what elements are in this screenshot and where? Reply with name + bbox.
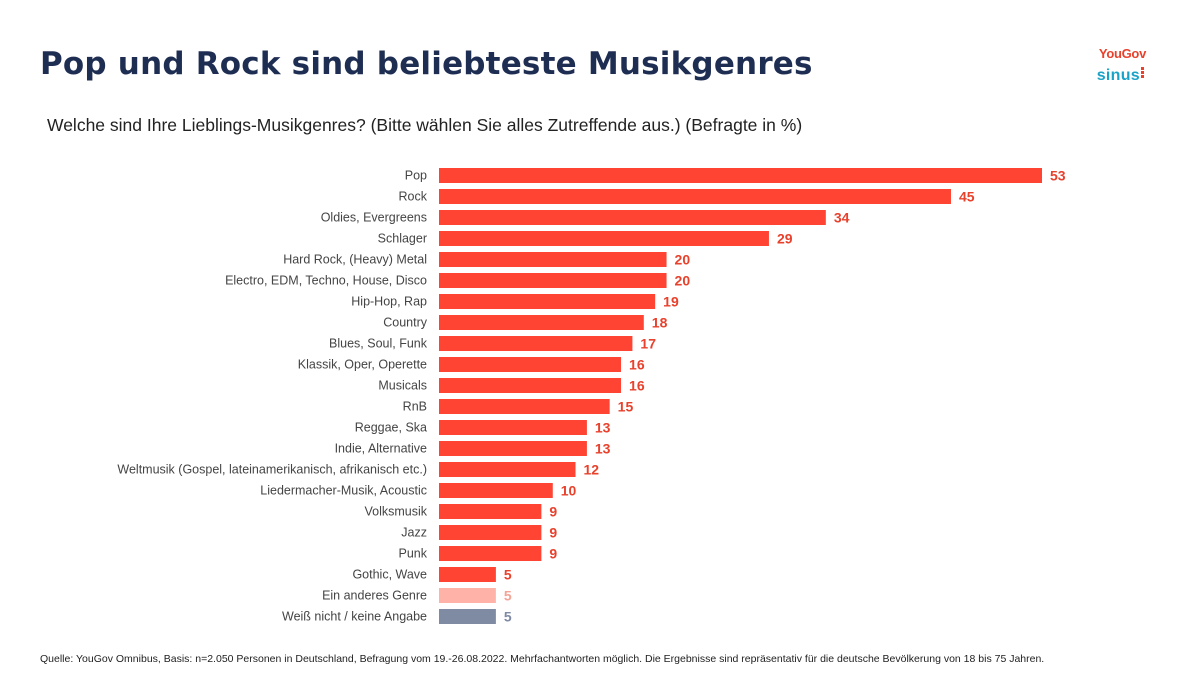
bar bbox=[439, 546, 542, 561]
bar bbox=[439, 315, 644, 330]
value-label: 17 bbox=[640, 336, 656, 352]
category-label: Weltmusik (Gospel, lateinamerikanisch, a… bbox=[117, 463, 427, 477]
value-label: 20 bbox=[675, 273, 691, 289]
bar bbox=[439, 231, 769, 246]
category-label: Hip-Hop, Rap bbox=[351, 295, 427, 309]
value-label: 5 bbox=[504, 567, 512, 583]
value-label: 5 bbox=[504, 588, 512, 604]
value-label: 19 bbox=[663, 294, 679, 310]
bar bbox=[439, 462, 576, 477]
bar bbox=[439, 357, 622, 372]
bar bbox=[439, 273, 667, 288]
category-label: Punk bbox=[399, 547, 428, 561]
category-label: Reggae, Ska bbox=[355, 421, 427, 435]
category-label: Indie, Alternative bbox=[335, 442, 427, 456]
category-label: Oldies, Evergreens bbox=[321, 211, 427, 225]
bar bbox=[439, 588, 496, 603]
bar bbox=[439, 525, 542, 540]
category-label: Klassik, Oper, Operette bbox=[298, 358, 427, 372]
value-label: 16 bbox=[629, 357, 645, 373]
source-note: Quelle: YouGov Omnibus, Basis: n=2.050 P… bbox=[40, 653, 1045, 665]
bar bbox=[439, 399, 610, 414]
page-title: Pop und Rock sind beliebteste Musikgenre… bbox=[40, 46, 813, 82]
category-label: Blues, Soul, Funk bbox=[329, 337, 428, 351]
value-label: 13 bbox=[595, 441, 611, 457]
sinus-logo: sinus bbox=[1097, 66, 1144, 85]
category-label: Schlager bbox=[378, 232, 427, 246]
category-label: Electro, EDM, Techno, House, Disco bbox=[225, 274, 427, 288]
bar bbox=[439, 189, 951, 204]
bar bbox=[439, 336, 633, 351]
category-label: Weiß nicht / keine Angabe bbox=[282, 610, 427, 624]
value-label: 13 bbox=[595, 420, 611, 436]
value-label: 53 bbox=[1050, 168, 1066, 184]
bar bbox=[439, 420, 587, 435]
bar bbox=[439, 378, 622, 393]
value-label: 10 bbox=[561, 483, 577, 499]
bar bbox=[439, 168, 1042, 183]
value-label: 9 bbox=[549, 504, 557, 520]
category-label: Jazz bbox=[401, 526, 427, 540]
sinus-logo-text: sinus bbox=[1096, 67, 1140, 84]
category-label: Musicals bbox=[378, 379, 427, 393]
value-label: 9 bbox=[549, 546, 557, 562]
bar bbox=[439, 441, 587, 456]
value-label: 34 bbox=[834, 210, 850, 226]
category-label: Pop bbox=[405, 169, 427, 183]
sinus-logo-dots bbox=[1141, 66, 1144, 79]
category-label: Volksmusik bbox=[364, 505, 427, 519]
value-label: 29 bbox=[777, 231, 793, 247]
bar bbox=[439, 252, 667, 267]
category-label: Gothic, Wave bbox=[352, 568, 427, 582]
bar bbox=[439, 210, 826, 225]
category-label: Hard Rock, (Heavy) Metal bbox=[283, 253, 427, 267]
bar-chart: Pop 53 Rock 45 Oldies, Evergreens 34 Schlager 2… bbox=[117, 168, 1066, 625]
value-label: 18 bbox=[652, 315, 668, 331]
value-label: 20 bbox=[675, 252, 691, 268]
bar bbox=[439, 504, 542, 519]
value-label: 15 bbox=[618, 399, 634, 415]
value-label: 9 bbox=[549, 525, 557, 541]
category-label: Liedermacher-Musik, Acoustic bbox=[260, 484, 427, 498]
category-label: RnB bbox=[403, 400, 427, 414]
category-label: Ein anderes Genre bbox=[322, 589, 427, 603]
bar bbox=[439, 294, 656, 309]
bar bbox=[439, 567, 496, 582]
value-label: 5 bbox=[504, 609, 512, 625]
yougov-logo: YouGov bbox=[1098, 46, 1146, 61]
category-label: Rock bbox=[399, 190, 428, 204]
value-label: 16 bbox=[629, 378, 645, 394]
chart-subtitle: Welche sind Ihre Lieblings-Musikgenres? … bbox=[47, 115, 803, 135]
value-label: 45 bbox=[959, 189, 975, 205]
bar bbox=[439, 609, 496, 624]
bar bbox=[439, 483, 553, 498]
category-label: Country bbox=[383, 316, 428, 330]
value-label: 12 bbox=[584, 462, 600, 478]
